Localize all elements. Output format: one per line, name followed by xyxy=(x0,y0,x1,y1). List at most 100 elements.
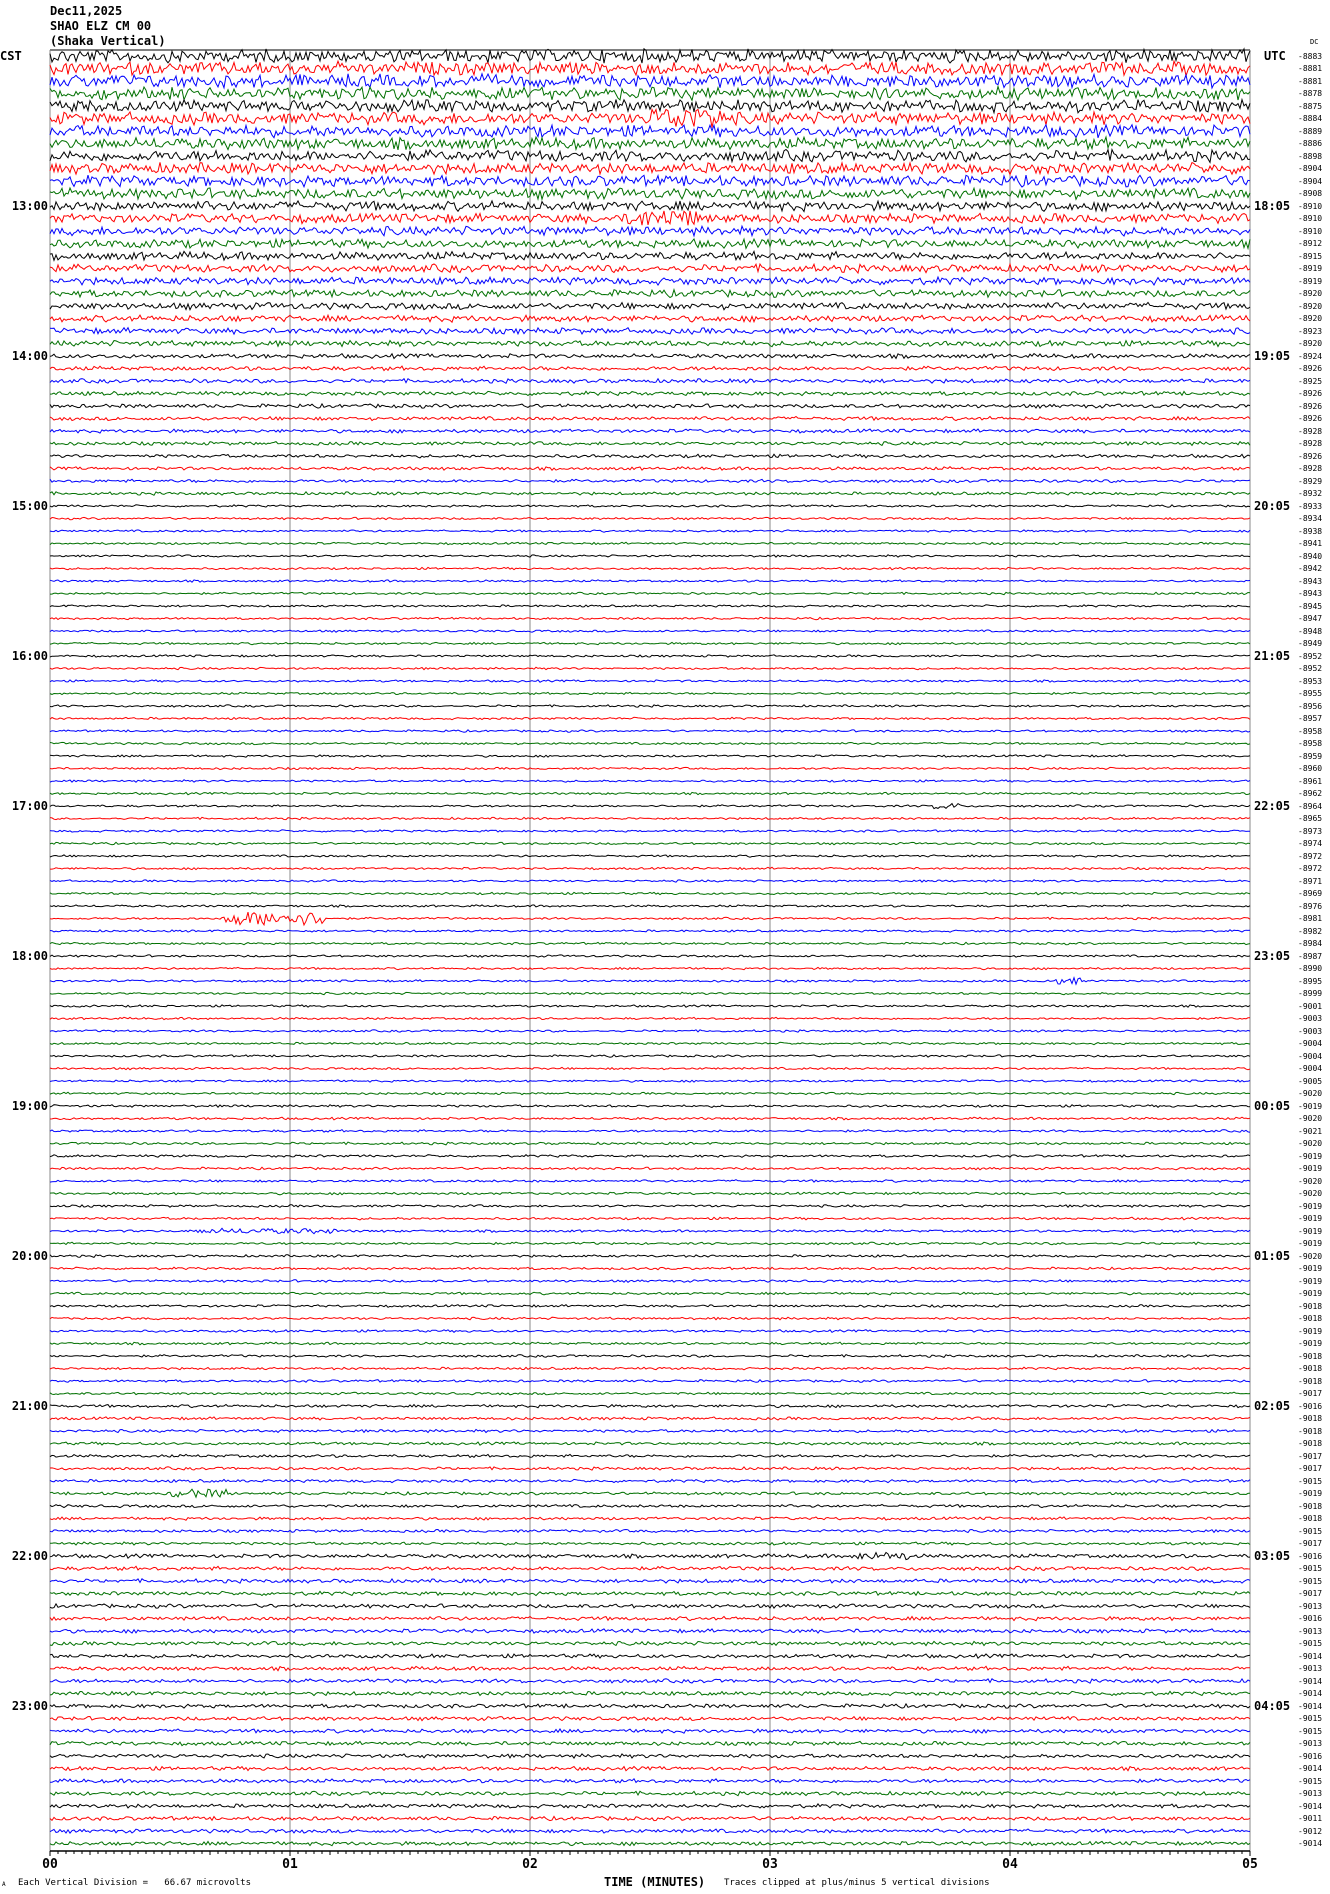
trace-row xyxy=(49,1765,1251,1772)
trace-row xyxy=(49,1740,1251,1747)
trace-row xyxy=(49,1702,1251,1709)
trace-row xyxy=(49,791,1251,796)
row-offset-label: -9014 xyxy=(1298,1801,1323,1811)
station-name: (Shaka Vertical) xyxy=(50,34,166,48)
trace-row xyxy=(49,779,1251,783)
row-offset-label: -9019 xyxy=(1298,1226,1323,1236)
row-offset-label: -8938 xyxy=(1298,526,1323,536)
trace-row xyxy=(49,1602,1251,1609)
trace-row xyxy=(49,199,1251,213)
trace-row xyxy=(49,766,1251,771)
trace-row xyxy=(49,440,1251,447)
row-offset-label: -9019 xyxy=(1298,1151,1323,1161)
trace-row xyxy=(49,991,1251,996)
trace-row xyxy=(49,174,1251,189)
trace-row xyxy=(49,716,1251,721)
trace-row xyxy=(49,891,1251,896)
trace-row xyxy=(49,428,1251,434)
row-offset-label: -8987 xyxy=(1298,951,1323,961)
left-timezone-label: CST xyxy=(0,49,22,63)
row-offset-label: -9019 xyxy=(1298,1489,1323,1498)
row-offset-label: -8875 xyxy=(1298,101,1323,111)
row-offset-label: -8881 xyxy=(1298,64,1323,73)
trace-row xyxy=(49,1227,1251,1235)
row-offset-label: -8920 xyxy=(1298,289,1323,298)
row-offset-label: -9019 xyxy=(1298,1264,1323,1273)
row-offset-label: -9016 xyxy=(1298,1751,1323,1761)
trace-row xyxy=(49,1353,1251,1359)
trace-row xyxy=(49,741,1251,746)
row-offset-label: -8972 xyxy=(1298,851,1323,861)
trace-row xyxy=(49,604,1251,608)
row-offset-label: -9015 xyxy=(1298,1726,1323,1736)
trace-row xyxy=(49,841,1251,846)
row-offset-label: -9003 xyxy=(1298,1014,1323,1023)
row-offset-label: -8976 xyxy=(1298,901,1323,911)
left-time-label: 20:00 xyxy=(11,1249,48,1263)
right-time-label: 22:05 xyxy=(1254,799,1291,813)
row-offset-label: -9014 xyxy=(1298,1764,1323,1773)
row-offset-label: -9011 xyxy=(1298,1814,1323,1823)
row-offset-label: -9015 xyxy=(1298,1564,1323,1573)
trace-row xyxy=(49,554,1251,558)
trace-row xyxy=(49,1091,1251,1096)
trace-row xyxy=(49,579,1251,583)
trace-row xyxy=(49,84,1251,102)
row-offset-label: -9018 xyxy=(1298,1514,1323,1523)
trace-row xyxy=(49,123,1251,139)
x-tick-label: 04 xyxy=(1002,1857,1018,1872)
row-offset-label: -8964 xyxy=(1298,801,1323,811)
row-offset-label: -8947 xyxy=(1298,614,1323,623)
trace-row xyxy=(49,313,1251,324)
trace-row xyxy=(49,1590,1251,1597)
trace-row xyxy=(49,1828,1251,1834)
trace-row xyxy=(49,1054,1251,1058)
trace-row xyxy=(49,679,1251,683)
trace-row xyxy=(49,352,1251,360)
left-time-label: 19:00 xyxy=(11,1099,48,1113)
trace-row xyxy=(49,1116,1251,1121)
row-offset-label: -9017 xyxy=(1298,1539,1323,1548)
row-offset-label: -8959 xyxy=(1298,751,1323,761)
trace-row xyxy=(49,1488,1251,1499)
row-offset-label: -9014 xyxy=(1298,1676,1323,1686)
row-offset-label: -8974 xyxy=(1298,839,1323,848)
row-offset-label: -8910 xyxy=(1298,201,1323,211)
row-offset-label: -9015 xyxy=(1298,1714,1323,1723)
row-offset-label: -8958 xyxy=(1298,726,1323,736)
trace-row xyxy=(49,1528,1251,1534)
trace-row xyxy=(49,1216,1251,1221)
row-offset-label: -8928 xyxy=(1298,439,1323,448)
left-time-label: 21:00 xyxy=(11,1399,48,1413)
trace-row xyxy=(49,1677,1251,1684)
row-offset-label: -9004 xyxy=(1298,1064,1323,1073)
row-offset-label: -9018 xyxy=(1298,1414,1323,1423)
trace-row xyxy=(49,1316,1251,1321)
row-offset-label: -8926 xyxy=(1298,414,1323,423)
trace-row xyxy=(49,466,1251,472)
trace-row xyxy=(49,249,1251,262)
trace-row xyxy=(49,911,1251,927)
trace-row xyxy=(49,1029,1251,1033)
trace-row xyxy=(49,1551,1250,1561)
row-offset-label: -8952 xyxy=(1298,664,1323,673)
trace-row xyxy=(49,365,1251,372)
trace-row xyxy=(49,829,1250,833)
trace-row xyxy=(49,504,1251,508)
trace-row xyxy=(49,629,1251,633)
trace-row xyxy=(49,754,1251,758)
row-offset-label: -8999 xyxy=(1298,989,1323,998)
row-offset-label: -8904 xyxy=(1298,164,1323,173)
trace-row xyxy=(49,1840,1251,1847)
left-time-label: 14:00 xyxy=(11,349,48,363)
trace-row xyxy=(49,1466,1251,1471)
trace-row xyxy=(49,529,1251,533)
trace-row xyxy=(49,929,1251,933)
trace-row xyxy=(49,1478,1251,1484)
row-offset-label: -9014 xyxy=(1298,1651,1323,1661)
row-offset-label: -8928 xyxy=(1298,426,1323,436)
row-offset-label: -9018 xyxy=(1298,1376,1323,1386)
row-offset-label: -9013 xyxy=(1298,1626,1323,1636)
trace-row xyxy=(49,1191,1251,1196)
row-offset-label: -8961 xyxy=(1298,776,1323,786)
